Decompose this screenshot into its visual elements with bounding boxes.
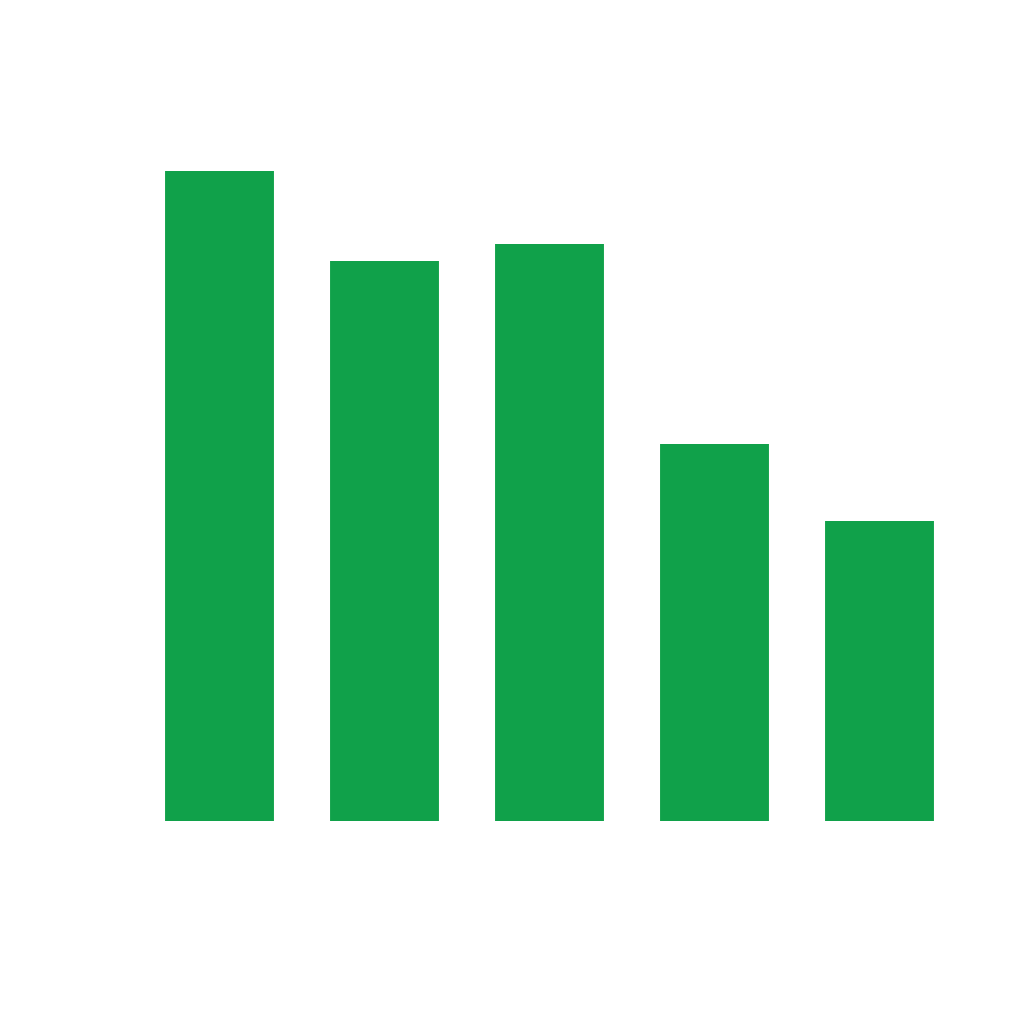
bar [330, 261, 439, 821]
bar [495, 244, 604, 821]
bar [660, 444, 769, 821]
bar [165, 171, 274, 821]
bar [825, 521, 934, 821]
